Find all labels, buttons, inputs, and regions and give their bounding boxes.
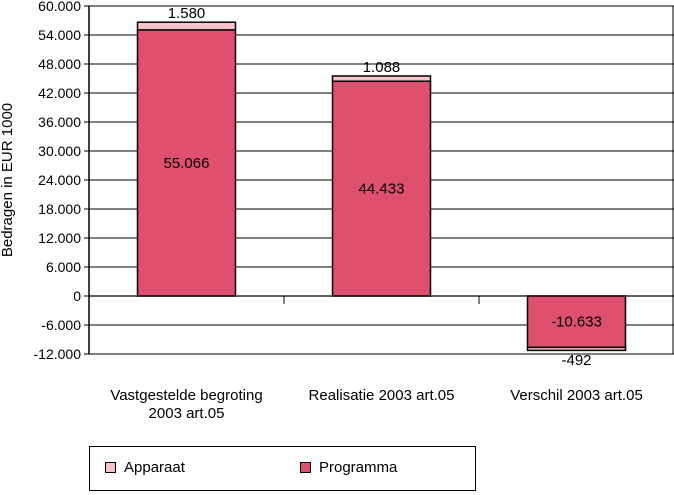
category-label: Vastgestelde begroting [110, 387, 262, 404]
y-tick-label: 60.000 [38, 0, 81, 14]
category-label: Realisatie 2003 art.05 [309, 387, 455, 404]
y-tick-label: 42.000 [38, 85, 81, 101]
y-tick-label: 24.000 [38, 172, 81, 188]
y-tick-label: -12.000 [34, 346, 82, 362]
category-label: Verschil 2003 art.05 [510, 387, 643, 404]
y-tick-label: 0 [73, 288, 81, 304]
y-tick-label: 48.000 [38, 56, 81, 72]
y-tick-label: 18.000 [38, 201, 81, 217]
y-tick-label: 36.000 [38, 114, 81, 130]
data-label-programma: 44.433 [359, 181, 405, 198]
data-label-apparaat: -492 [561, 352, 591, 369]
legend-swatch-programma [300, 462, 311, 473]
legend-label-programma: Programma [319, 459, 398, 476]
y-tick-label: 6.000 [46, 259, 81, 275]
data-label-programma: -10.633 [551, 314, 602, 331]
y-axis-label: Bedragen in EUR 1000 [0, 103, 16, 257]
y-tick-label: 54.000 [38, 27, 81, 43]
bar-apparaat [331, 75, 432, 82]
bar-apparaat [526, 346, 627, 352]
chart-legend: Apparaat Programma [89, 446, 476, 491]
legend-item-programma: Programma [300, 459, 397, 476]
data-label-programma: 55.066 [164, 155, 210, 172]
bar-programma [526, 295, 627, 349]
bar-programma [331, 80, 432, 297]
bar-programma [136, 29, 237, 297]
bar-apparaat [136, 21, 237, 31]
data-label-apparaat: 1.580 [168, 5, 206, 22]
legend-item-apparaat: Apparaat [105, 459, 185, 476]
y-tick-label: 12.000 [38, 230, 81, 246]
data-label-apparaat: 1.088 [363, 59, 401, 76]
bar-chart: 60.000 54.000 48.000 42.000 36.000 30.000 24.0… [0, 0, 674, 422]
legend-label-apparaat: Apparaat [124, 459, 185, 476]
y-tick-label: 30.000 [38, 143, 81, 159]
y-tick-label: -6.000 [41, 317, 81, 333]
legend-swatch-apparaat [105, 462, 116, 473]
category-label: 2003 art.05 [149, 405, 225, 422]
